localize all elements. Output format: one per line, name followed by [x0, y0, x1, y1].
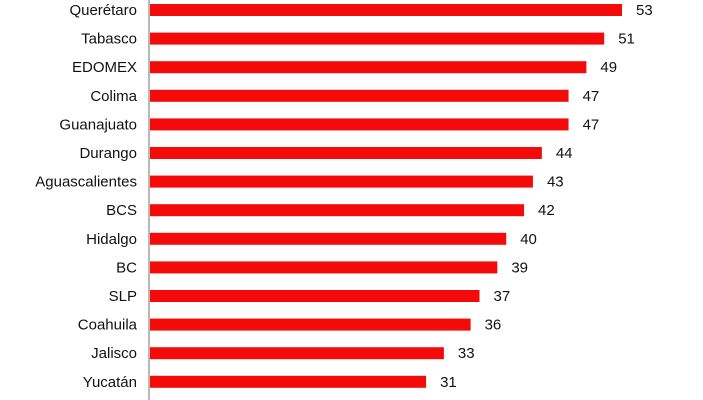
- category-label: Tabasco: [81, 31, 137, 48]
- bar: [150, 61, 587, 74]
- data-label: 31: [440, 374, 457, 391]
- bar: [150, 318, 471, 331]
- data-label: 44: [556, 145, 573, 162]
- category-label: Yucatán: [83, 374, 137, 391]
- bar: [150, 261, 498, 274]
- bar: [150, 204, 525, 217]
- data-label: 42: [538, 202, 555, 219]
- bar: [150, 32, 605, 45]
- bars-group: [150, 4, 622, 388]
- category-label: Colima: [90, 88, 137, 105]
- data-label: 36: [485, 317, 502, 334]
- category-label: Aguascalientes: [35, 174, 137, 191]
- category-label: EDOMEX: [72, 59, 137, 76]
- bar: [150, 175, 533, 188]
- bar: [150, 4, 622, 16]
- category-label: Guanajuato: [59, 116, 137, 133]
- category-label: BC: [116, 259, 137, 276]
- category-label: Hidalgo: [86, 231, 137, 248]
- category-label: BCS: [106, 202, 137, 219]
- category-label: Jalisco: [91, 345, 137, 362]
- data-label: 37: [494, 288, 511, 305]
- bar: [150, 347, 444, 360]
- category-label: SLP: [109, 288, 137, 305]
- bar: [150, 232, 507, 245]
- data-label: 51: [618, 31, 635, 48]
- data-label: 53: [636, 2, 653, 19]
- data-label: 43: [547, 174, 564, 191]
- bar: [150, 147, 542, 159]
- bar: [150, 290, 480, 302]
- category-labels-group: Querétaro Tabasco EDOMEX Colima Guanajuato Du…: [35, 2, 137, 391]
- category-label: Querétaro: [69, 2, 137, 19]
- data-label: 33: [458, 345, 475, 362]
- data-label: 47: [583, 88, 600, 105]
- category-label: Durango: [79, 145, 137, 162]
- bar: [150, 89, 569, 102]
- data-label: 40: [520, 231, 537, 248]
- bar: [150, 118, 569, 131]
- bar: [150, 375, 427, 388]
- data-label: 49: [600, 59, 617, 76]
- category-label: Coahuila: [78, 317, 138, 334]
- data-label: 39: [511, 259, 528, 276]
- data-label: 47: [583, 116, 600, 133]
